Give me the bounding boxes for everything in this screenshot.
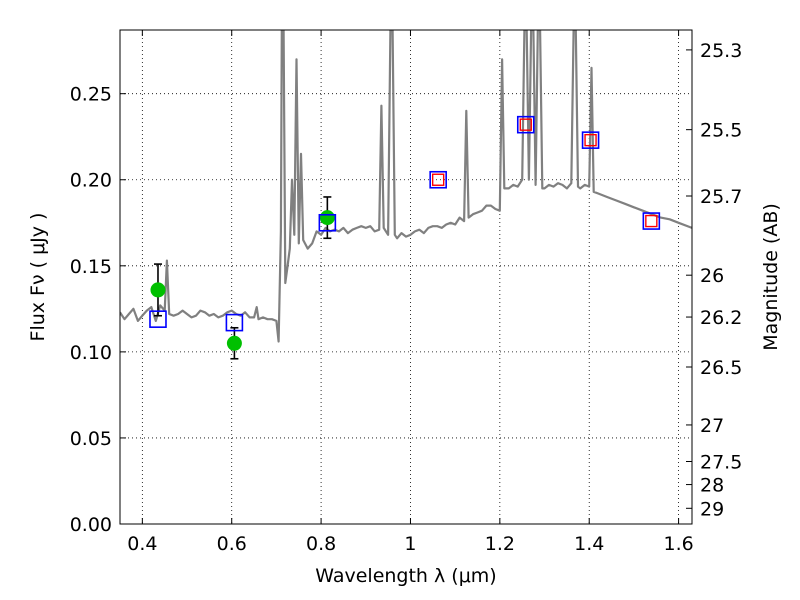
sed-model-line — [120, 30, 692, 343]
x-tick-label: 1.2 — [485, 533, 515, 555]
x-axis-label: Wavelength λ (μm) — [315, 565, 496, 587]
y-tick-label: 0.15 — [70, 256, 112, 278]
observed-point — [226, 335, 242, 351]
x-tick-label: 0.6 — [217, 533, 247, 555]
grid — [120, 30, 692, 525]
magnitude-axis-label: Magnitude (AB) — [760, 203, 782, 351]
magnitude-tick-label: 26.5 — [700, 357, 742, 379]
x-tick-label: 1.4 — [574, 533, 604, 555]
model-flux-square-small — [584, 133, 597, 147]
y-tick-label: 0.10 — [70, 342, 112, 364]
plot-frame — [119, 29, 693, 525]
magnitude-tick-label: 27 — [700, 415, 724, 437]
y-axis-label: Flux Fν ( μJy ) — [27, 213, 49, 342]
y-tick-label: 0.25 — [70, 84, 112, 106]
x-tick-label: 1.6 — [663, 533, 693, 555]
observed-point — [150, 282, 166, 298]
observed-point — [319, 210, 335, 226]
magnitude-tick-label: 29 — [700, 498, 724, 520]
x-tick-label: 0.4 — [127, 533, 157, 555]
model-flux-square-small — [645, 214, 658, 228]
model-flux-square — [642, 212, 661, 230]
y-tick-label: 0.20 — [70, 170, 112, 192]
x-tick-label: 1 — [404, 533, 416, 555]
model-flux-square-small — [519, 118, 532, 131]
model-flux-square — [429, 170, 447, 189]
model-flux-square — [225, 313, 244, 332]
model-flux-square — [581, 131, 600, 149]
magnitude-tick-label: 25.7 — [700, 186, 742, 208]
magnitude-tick-label: 26 — [700, 265, 724, 287]
plot-content — [120, 30, 692, 360]
magnitude-tick-label: 25.3 — [700, 40, 742, 62]
x-tick-label: 0.8 — [306, 533, 336, 555]
model-flux-square — [516, 115, 535, 134]
x-axis: 0.4 0.6 0.8 1 1.2 1.4 1.6 — [127, 30, 694, 555]
magnitude-tick-label: 28 — [700, 475, 724, 497]
y-tick-label: 0.00 — [70, 514, 112, 536]
y-axis: 0.00 0.05 0.10 0.15 0.20 0.25 — [70, 84, 126, 536]
magnitude-tick-label: 26.2 — [700, 307, 742, 329]
y-tick-label: 0.05 — [70, 428, 112, 450]
magnitude-tick-label: 25.5 — [700, 120, 742, 142]
model-flux-square-small — [431, 173, 445, 186]
model-flux-square — [149, 310, 167, 328]
magnitude-tick-label: 27.5 — [700, 452, 742, 474]
model-flux-square — [318, 213, 337, 232]
